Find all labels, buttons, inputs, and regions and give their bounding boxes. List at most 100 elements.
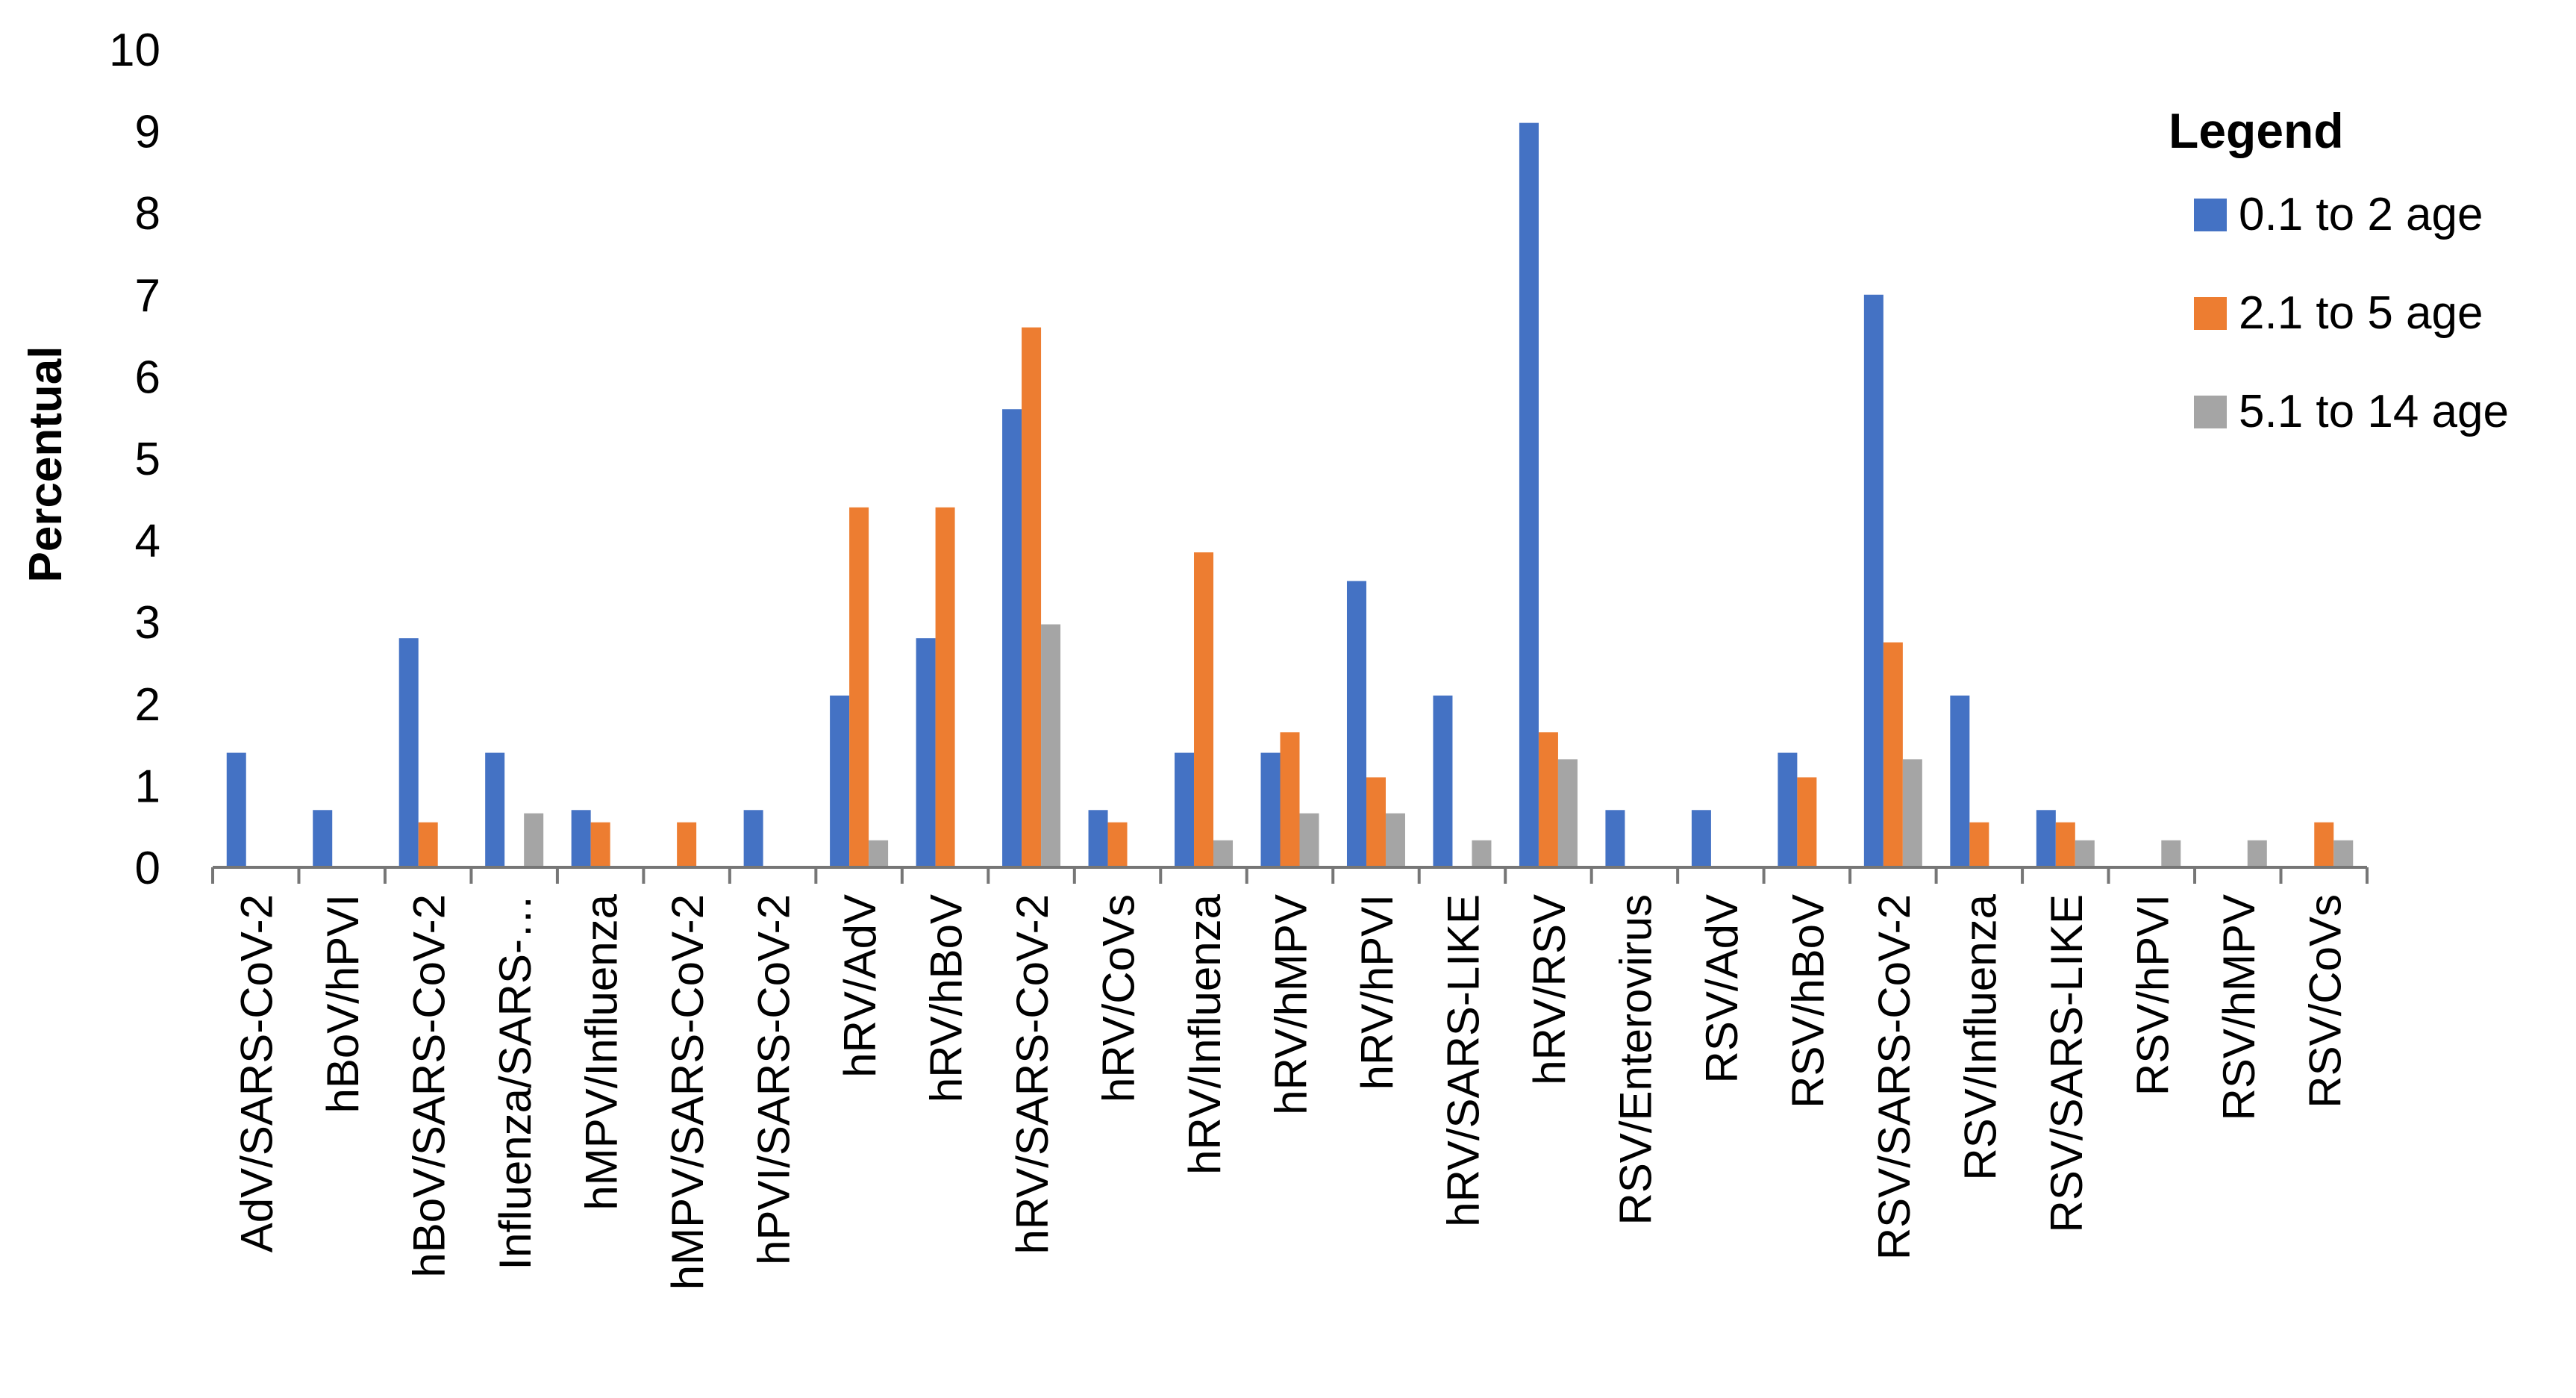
bars (226, 122, 2354, 867)
x-tick-label: hPVI/SARS-CoV-2 (749, 894, 799, 1265)
x-tick-label: RSV/CoVs (2300, 894, 2350, 1108)
bar-series-1 (1346, 581, 1366, 867)
bar-series-1 (398, 638, 419, 867)
legend-label: 0.1 to 2 age (2239, 189, 2483, 240)
bar-series-1 (1605, 810, 1625, 867)
y-tick-label: 6 (135, 352, 160, 403)
bar-series-2 (935, 507, 955, 867)
y-tick-label: 4 (135, 516, 160, 567)
x-tick-label: RSV/hPVI (2128, 894, 2178, 1096)
legend-label: 2.1 to 5 age (2239, 287, 2483, 339)
bar-series-1 (313, 810, 333, 867)
x-tick-label: hRV/AdV (835, 894, 885, 1078)
bar-series-2 (1883, 642, 1903, 867)
y-axis-ticks: 0 1 2 3 4 5 6 7 8 9 10 (109, 25, 160, 894)
y-tick-label: 3 (135, 597, 160, 649)
bar-series-3 (869, 840, 889, 867)
legend-title: Legend (2169, 103, 2344, 158)
bar-series-1 (830, 695, 850, 867)
bar-series-3 (1902, 759, 1922, 867)
y-tick-label: 0 (135, 843, 160, 894)
y-axis-label: Percentual (20, 346, 72, 582)
bar-series-1 (1863, 294, 1883, 867)
bar-series-1 (743, 810, 763, 867)
bar-series-3 (2161, 840, 2181, 867)
bar-series-1 (1519, 122, 1539, 867)
x-tick-label: hBoV/hPVI (318, 894, 368, 1114)
bar-series-1 (1778, 752, 1798, 867)
x-tick-label: hRV/RSV (1525, 894, 1575, 1085)
bar-series-1 (1950, 695, 1970, 867)
bar-series-2 (1022, 327, 1042, 867)
y-axis-label-group: Percentual (20, 346, 72, 582)
x-tick-label: hRV/Influenza (1180, 893, 1230, 1174)
bar-series-2 (2314, 822, 2334, 867)
x-axis-ticks: AdV/SARS-CoV-2 hBoV/hPVI hBoV/SARS-CoV-2 In… (211, 867, 2369, 1290)
bar-series-2 (590, 822, 610, 867)
x-tick-label: RSV/SARS-LIKE (2042, 894, 2092, 1233)
y-tick-label: 2 (135, 679, 160, 731)
bar-series-2 (2055, 822, 2075, 867)
x-tick-label: AdV/SARS-CoV-2 (232, 894, 282, 1252)
x-tick-label: hRV/CoVs (1094, 894, 1144, 1102)
bar-series-3 (1557, 759, 1578, 867)
x-tick-label: hRV/SARS-LIKE (1438, 894, 1488, 1227)
x-tick-label: hBoV/SARS-CoV-2 (404, 894, 454, 1278)
bar-series-3 (1385, 813, 1405, 867)
x-tick-label: RSV/hMPV (2214, 894, 2264, 1120)
x-tick-label: RSV/Enterovirus (1610, 894, 1660, 1226)
bar-series-1 (485, 752, 505, 867)
bar-series-1 (571, 810, 591, 867)
bar-series-1 (1433, 695, 1453, 867)
legend-swatch (2194, 396, 2227, 428)
bar-series-2 (1280, 732, 1300, 867)
bar-series-1 (1175, 752, 1195, 867)
bar-series-2 (418, 822, 438, 867)
x-tick-label: RSV/SARS-CoV-2 (1869, 894, 1919, 1260)
bar-series-3 (524, 813, 544, 867)
bar-series-3 (1041, 624, 1061, 867)
bar-series-1 (1691, 810, 1711, 867)
legend-label: 5.1 to 14 age (2239, 386, 2509, 437)
bar-series-2 (1797, 777, 1817, 867)
y-tick-label: 9 (135, 107, 160, 158)
bar-series-3 (2075, 840, 2095, 867)
x-tick-label: hRV/SARS-CoV-2 (1007, 894, 1057, 1254)
x-tick-label: hRV/hMPV (1266, 894, 1316, 1115)
legend: Legend 0.1 to 2 age 2.1 to 5 age 5.1 to 14… (2169, 103, 2509, 437)
legend-swatch (2194, 199, 2227, 231)
bar-series-2 (1366, 777, 1386, 867)
legend-swatch (2194, 297, 2227, 330)
x-tick-label: RSV/Influenza (1955, 893, 2005, 1180)
x-tick-label: hMPV/SARS-CoV-2 (663, 894, 713, 1290)
x-tick-label: Influenza/SARS-… (490, 894, 540, 1270)
bar-series-2 (849, 507, 869, 867)
bar-series-3 (2247, 840, 2267, 867)
y-tick-label: 10 (109, 25, 160, 76)
y-tick-label: 1 (135, 761, 160, 812)
bar-series-3 (1472, 840, 1492, 867)
bar-series-1 (1088, 810, 1108, 867)
bar-series-1 (1260, 752, 1281, 867)
y-tick-label: 5 (135, 434, 160, 485)
x-tick-label: RSV/hBoV (1783, 894, 1833, 1108)
bar-series-1 (916, 638, 936, 867)
bar-series-2 (1969, 822, 1989, 867)
x-tick-label: RSV/AdV (1697, 894, 1747, 1083)
y-tick-label: 8 (135, 188, 160, 240)
bar-series-1 (2036, 810, 2056, 867)
bar-series-2 (677, 822, 697, 867)
bar-series-2 (1107, 822, 1128, 867)
bar-series-3 (2333, 840, 2354, 867)
x-tick-label: hRV/hBoV (922, 894, 972, 1102)
y-tick-label: 7 (135, 270, 160, 322)
bar-series-1 (226, 752, 246, 867)
bar-series-2 (1194, 552, 1214, 867)
bar-series-3 (1299, 813, 1319, 867)
x-tick-label: hMPV/Influenza (577, 893, 627, 1210)
x-tick-label: hRV/hPVI (1352, 894, 1402, 1090)
bar-series-2 (1538, 732, 1558, 867)
bar-series-3 (1213, 840, 1234, 867)
bar-series-1 (1002, 409, 1022, 867)
